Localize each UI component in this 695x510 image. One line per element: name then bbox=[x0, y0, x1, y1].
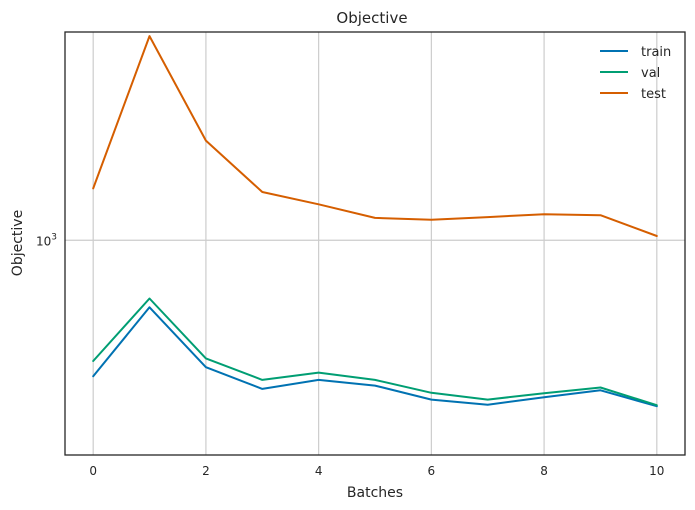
plot-frame bbox=[64, 31, 686, 456]
x-tick-label: 4 bbox=[315, 464, 323, 478]
legend-label-test: test bbox=[641, 87, 666, 102]
series-line-train bbox=[92, 306, 658, 408]
series-line-test bbox=[92, 35, 658, 237]
legend-label-train: train bbox=[641, 45, 671, 60]
y-axis-label: Objective bbox=[10, 210, 26, 276]
axis-ticks: 0 2 4 6 8 10 103 bbox=[36, 232, 664, 478]
series-line-val bbox=[92, 297, 658, 407]
legend: train val test bbox=[600, 45, 671, 102]
x-tick-label: 6 bbox=[428, 464, 436, 478]
x-tick-label: 8 bbox=[540, 464, 548, 478]
grid-lines bbox=[65, 32, 685, 455]
y-tick-label: 103 bbox=[36, 232, 57, 248]
x-tick-label: 2 bbox=[202, 464, 210, 478]
x-tick-label: 0 bbox=[89, 464, 97, 478]
x-tick-label: 10 bbox=[649, 464, 664, 478]
chart-title: Objective bbox=[336, 9, 407, 27]
legend-label-val: val bbox=[641, 66, 660, 81]
series-lines bbox=[92, 35, 658, 408]
x-axis-label: Batches bbox=[347, 485, 403, 501]
